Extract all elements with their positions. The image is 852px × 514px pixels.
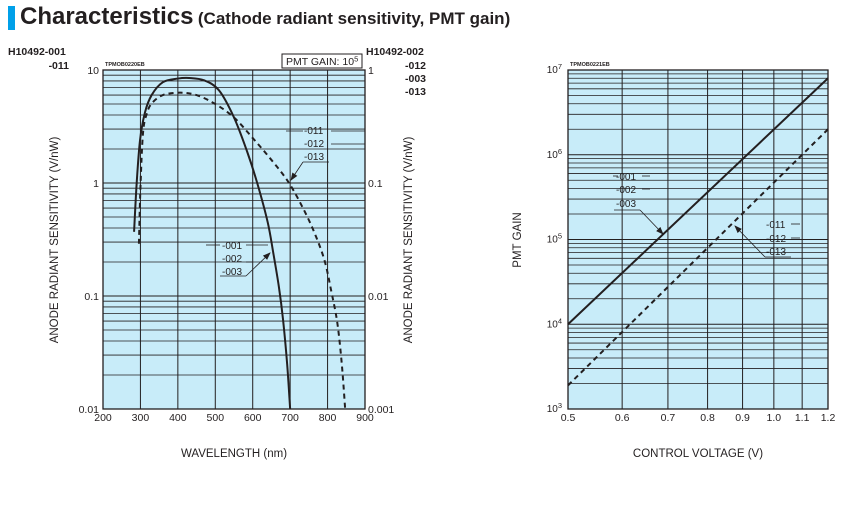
title-main: Characteristics	[20, 3, 194, 30]
y-tick-label: 0.01	[79, 404, 100, 416]
x-tick-label: 1.0	[767, 412, 782, 424]
y-tick-label: 0.1	[84, 291, 99, 303]
y-tick-exponent: 4	[558, 316, 562, 325]
callout-dashed: -011 -012 -013	[286, 126, 365, 181]
y-tick-base: 10	[547, 65, 559, 76]
series-group	[567, 77, 829, 387]
callout-label: -001	[222, 241, 242, 252]
y-tick-base: 10	[547, 150, 559, 161]
y-tick-exponent: 6	[558, 147, 562, 156]
callout-label: -002	[222, 254, 242, 265]
x-tick-label: 900	[356, 412, 374, 424]
y-tick-label: 104	[547, 316, 562, 330]
page-title: Characteristics (Cathode radiant sensiti…	[20, 3, 510, 31]
plot-frame	[102, 69, 366, 410]
series-line-dashed	[567, 128, 829, 387]
series-line-solid	[133, 76, 292, 410]
y-tick-label: 103	[547, 401, 562, 415]
y-tick-label: 105	[547, 232, 562, 246]
x-tick-label: 0.7	[661, 412, 676, 424]
x-tick-label: 0.5	[561, 412, 576, 424]
model-left-0: H10492-001	[8, 46, 66, 58]
y-axis-label: PMT GAIN	[512, 212, 524, 267]
callout-label: -012	[304, 139, 324, 150]
y-tick-label: 1	[93, 178, 99, 190]
callout-label: -003	[616, 199, 636, 210]
x-tick-label: 600	[244, 412, 262, 424]
series-line-dashed	[137, 91, 347, 410]
x-axis-label: WAVELENGTH (nm)	[181, 448, 287, 460]
title-subtitle: (Cathode radiant sensitivity, PMT gain)	[197, 9, 511, 28]
model-right-2: -003	[405, 73, 426, 85]
model-right-1: -012	[405, 60, 426, 72]
y-axis-label-right: ANODE RADIANT SENSITIVITY (V/nW)	[403, 137, 415, 344]
y-axis-label: ANODE RADIANT SENSITIVITY (V/nW)	[49, 137, 61, 344]
x-tick-label: 400	[169, 412, 187, 424]
annotation-box	[281, 53, 363, 69]
figure-code: TPMOB0220EB	[105, 62, 145, 68]
x-tick-label: 800	[319, 412, 337, 424]
callout-label: -011	[766, 220, 786, 231]
x-tick-label: 0.8	[700, 412, 715, 424]
x-tick-label: 200	[94, 412, 112, 424]
y-tick-exponent: 7	[558, 62, 562, 71]
x-tick-label: 1.1	[795, 412, 810, 424]
y-tick-base: 10	[547, 319, 559, 330]
x-axis-label: CONTROL VOLTAGE (V)	[633, 448, 763, 460]
callout-label: -013	[766, 247, 786, 258]
x-tick-label: 1.2	[821, 412, 836, 424]
y-tick-base: 10	[547, 235, 559, 246]
callout-solid: -001 -002 -003	[613, 172, 664, 235]
callout-label: -002	[616, 185, 636, 196]
callout-label: -011	[304, 126, 324, 137]
callout-label: -001	[616, 172, 636, 183]
series-line-solid	[567, 77, 829, 325]
callout-dashed: -011 -012 -013	[734, 220, 800, 258]
y-tick-base: 10	[547, 404, 559, 415]
title-accent-bar	[8, 6, 15, 30]
callout-label: -013	[304, 152, 324, 163]
sensitivity-chart: H10492-001 -011 H10492-002 -012 -003 -01…	[8, 46, 426, 460]
y-tick-label-right: 0.01	[368, 291, 389, 303]
annotation-text: PMT GAIN: 105	[286, 55, 358, 69]
model-left-1: -011	[49, 60, 70, 72]
model-right-3: -013	[405, 86, 426, 98]
x-tick-label: 700	[281, 412, 299, 424]
y-tick-label-right: 0.001	[368, 404, 394, 416]
callout-label: -012	[766, 234, 786, 245]
x-tick-label: 300	[132, 412, 150, 424]
x-tick-label: 500	[207, 412, 225, 424]
x-tick-label: 0.6	[615, 412, 630, 424]
y-tick-label-right: 0.1	[368, 178, 383, 190]
model-right-0: H10492-002	[366, 46, 424, 58]
y-tick-label: 106	[547, 147, 562, 161]
callout-label: -003	[222, 267, 242, 278]
y-tick-label: 10	[87, 65, 99, 77]
callout-solid: -001 -002 -003	[206, 241, 271, 278]
y-tick-label: 107	[547, 62, 562, 76]
y-tick-label-right: 1	[368, 65, 374, 77]
plot-area	[103, 70, 365, 409]
plot-frame	[567, 69, 829, 410]
grid	[103, 70, 365, 409]
x-tick-label: 0.9	[735, 412, 750, 424]
y-tick-exponent: 3	[558, 401, 562, 410]
series-group	[133, 76, 347, 410]
figure-code: TPMOB0221EB	[570, 62, 610, 68]
y-tick-exponent: 5	[558, 232, 562, 241]
